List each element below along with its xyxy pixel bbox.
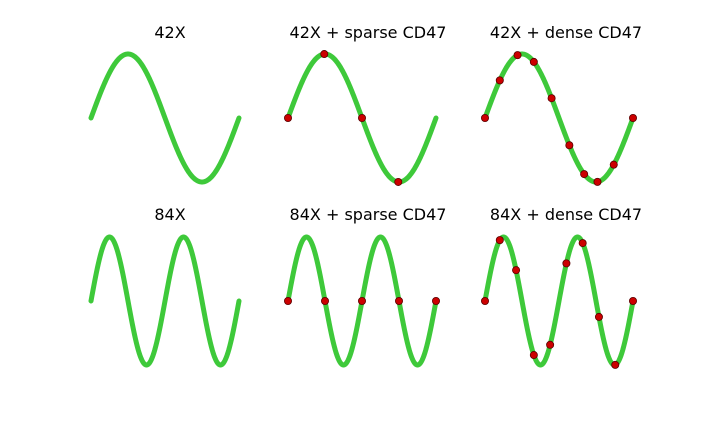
panel-title: 42X [154,23,185,42]
panel-42x: 42X [88,23,242,185]
cd47-dot [580,170,589,179]
cd47-dot [578,239,587,248]
cd47-dot [480,296,489,305]
wave-curve [482,51,636,185]
cd47-dot [320,296,329,305]
cd47-dot [513,51,522,60]
cd47-dot [431,296,440,305]
cd47-dot [357,296,366,305]
cd47-dot [512,266,521,275]
cd47-dot [283,114,292,123]
wave-curve [88,51,242,185]
cd47-dot [495,236,504,245]
cd47-dot [629,296,638,305]
cd47-dot [609,160,618,169]
cd47-dot [546,340,555,349]
panel-title: 84X + dense CD47 [490,205,642,224]
cd47-dot [629,114,638,123]
cd47-dot [611,360,620,369]
panel-84x: 84X [88,205,242,368]
cd47-dot [565,141,574,150]
cd47-dot [320,50,329,59]
panel-title: 84X [154,205,185,224]
cd47-dot [357,114,366,123]
cd47-dot [529,351,538,360]
cd47-dot [547,94,556,103]
cd47-dot [529,57,538,66]
cd47-dot [562,259,571,268]
panel-title: 42X + sparse CD47 [290,23,447,42]
panel-42x-dense-cd47: 42X + dense CD47 [480,23,642,186]
cd47-dot [394,296,403,305]
cd47-dot [394,177,403,186]
wave-curve [88,234,242,368]
panel-title: 42X + dense CD47 [490,23,642,42]
panel-84x-sparse-cd47: 84X + sparse CD47 [283,205,447,368]
cd47-dot [593,177,602,186]
panel-42x-sparse-cd47: 42X + sparse CD47 [283,23,447,186]
cd47-dot [480,114,489,123]
panel-title: 84X + sparse CD47 [290,205,447,224]
cd47-dot [283,296,292,305]
cd47-dot [495,76,504,85]
cd47-dot [594,312,603,321]
panel-84x-dense-cd47: 84X + dense CD47 [480,205,642,369]
wave-curve [482,234,636,368]
